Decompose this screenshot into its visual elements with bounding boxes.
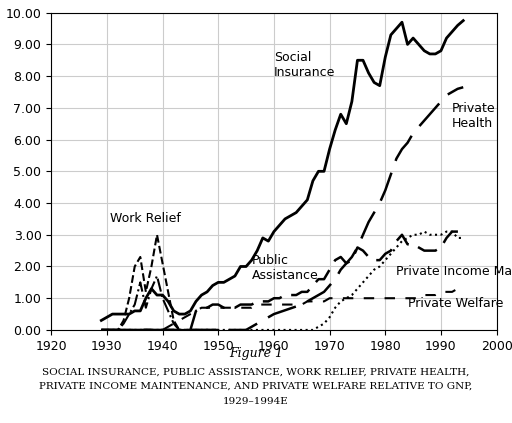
- Text: Private
Health: Private Health: [452, 102, 496, 130]
- Text: Private Income Maint.: Private Income Maint.: [396, 265, 512, 277]
- Text: 1929–1994E: 1929–1994E: [223, 397, 289, 406]
- Text: Private Welfare: Private Welfare: [408, 297, 503, 310]
- Text: Work Relief: Work Relief: [110, 212, 181, 225]
- Text: Public
Assistance: Public Assistance: [252, 254, 318, 283]
- Text: SOCIAL INSURANCE, PUBLIC ASSISTANCE, WORK RELIEF, PRIVATE HEALTH,: SOCIAL INSURANCE, PUBLIC ASSISTANCE, WOR…: [42, 367, 470, 376]
- Text: Figure 1: Figure 1: [229, 347, 283, 360]
- Text: Social
Insurance: Social Insurance: [274, 51, 335, 79]
- Text: PRIVATE INCOME MAINTENANCE, AND PRIVATE WELFARE RELATIVE TO GNP,: PRIVATE INCOME MAINTENANCE, AND PRIVATE …: [39, 382, 473, 391]
